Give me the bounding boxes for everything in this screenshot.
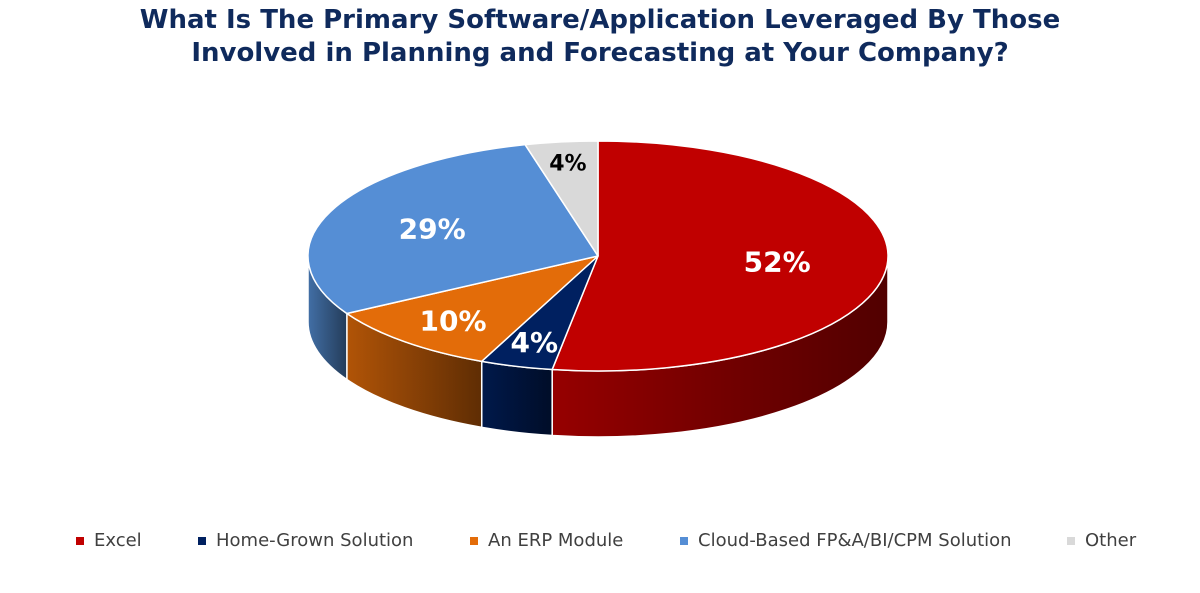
legend-swatch xyxy=(76,536,84,545)
legend-item-home-grown-solution: Home-Grown Solution xyxy=(198,530,413,551)
pie-slice-excel xyxy=(551,140,889,372)
legend-label: Home-Grown Solution xyxy=(216,530,414,551)
pie-top-faces xyxy=(307,140,889,372)
legend-swatch xyxy=(680,536,688,545)
data-label-an-erp-module: 10% xyxy=(419,304,486,337)
legend-label: An ERP Module xyxy=(488,530,624,551)
pie-slice-other xyxy=(524,140,599,257)
data-label-cloud-based-fp-a-bi-cpm-solution: 29% xyxy=(399,213,466,246)
legend-item-excel: Excel xyxy=(76,530,142,551)
data-label-home-grown-solution: 4% xyxy=(511,326,559,359)
legend-swatch xyxy=(1067,536,1075,545)
chart-title-line-2: Involved in Planning and Forecasting at … xyxy=(191,38,1009,68)
legend-item-an-erp-module: An ERP Module xyxy=(470,530,623,551)
chart-legend: Excel Home-Grown Solution An ERP Module Clo… xyxy=(0,530,1200,558)
data-label-excel: 52% xyxy=(744,246,811,279)
pie-slice-cloud-based-fp-a-bi-cpm-solution xyxy=(307,143,599,315)
legend-swatch xyxy=(198,536,206,545)
pie-data-labels: 52% 4% 10% 29% 4% xyxy=(399,151,811,359)
legend-label: Cloud-Based FP&A/BI/CPM Solution xyxy=(698,530,1012,551)
pie-side-home-grown-solution xyxy=(480,360,553,437)
chart-title: What Is The Primary Software/Application… xyxy=(0,4,1200,70)
pie-slice-an-erp-module xyxy=(346,255,599,363)
legend-item-cloud-based-fp-a-bi-cpm-solution: Cloud-Based FP&A/BI/CPM Solution xyxy=(680,530,1012,551)
data-label-other: 4% xyxy=(549,151,586,176)
legend-swatch xyxy=(470,536,478,545)
legend-item-other: Other xyxy=(1067,530,1136,551)
legend-label: Excel xyxy=(94,530,142,551)
chart-title-line-1: What Is The Primary Software/Application… xyxy=(139,5,1061,35)
legend-label: Other xyxy=(1085,530,1137,551)
